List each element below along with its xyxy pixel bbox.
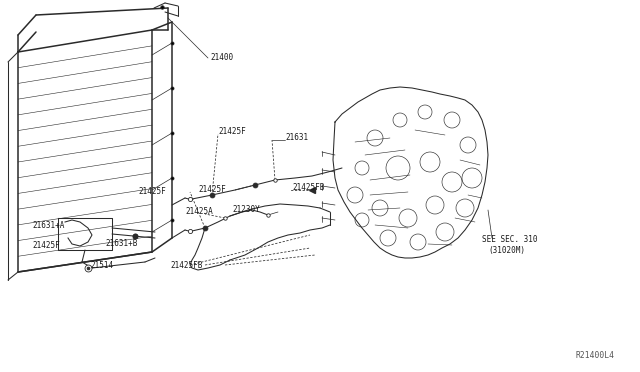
Text: 21514: 21514 bbox=[90, 260, 113, 269]
Text: 21425FB: 21425FB bbox=[170, 260, 202, 269]
Text: 21631+B: 21631+B bbox=[105, 240, 138, 248]
Text: 21425F: 21425F bbox=[218, 128, 246, 137]
Text: SEE SEC. 310: SEE SEC. 310 bbox=[482, 235, 538, 244]
Text: 21425F: 21425F bbox=[138, 187, 166, 196]
Text: 21425FB: 21425FB bbox=[292, 183, 324, 192]
Text: 21631: 21631 bbox=[285, 134, 308, 142]
Text: (31020M): (31020M) bbox=[488, 246, 525, 254]
Text: R21400L4: R21400L4 bbox=[576, 351, 615, 360]
Text: 21425F: 21425F bbox=[32, 241, 60, 250]
Text: 21400: 21400 bbox=[210, 54, 233, 62]
Text: 21230Y: 21230Y bbox=[232, 205, 260, 215]
Text: 21631+A: 21631+A bbox=[32, 221, 65, 230]
Text: 21425A: 21425A bbox=[185, 208, 212, 217]
Text: 21425F: 21425F bbox=[198, 186, 226, 195]
